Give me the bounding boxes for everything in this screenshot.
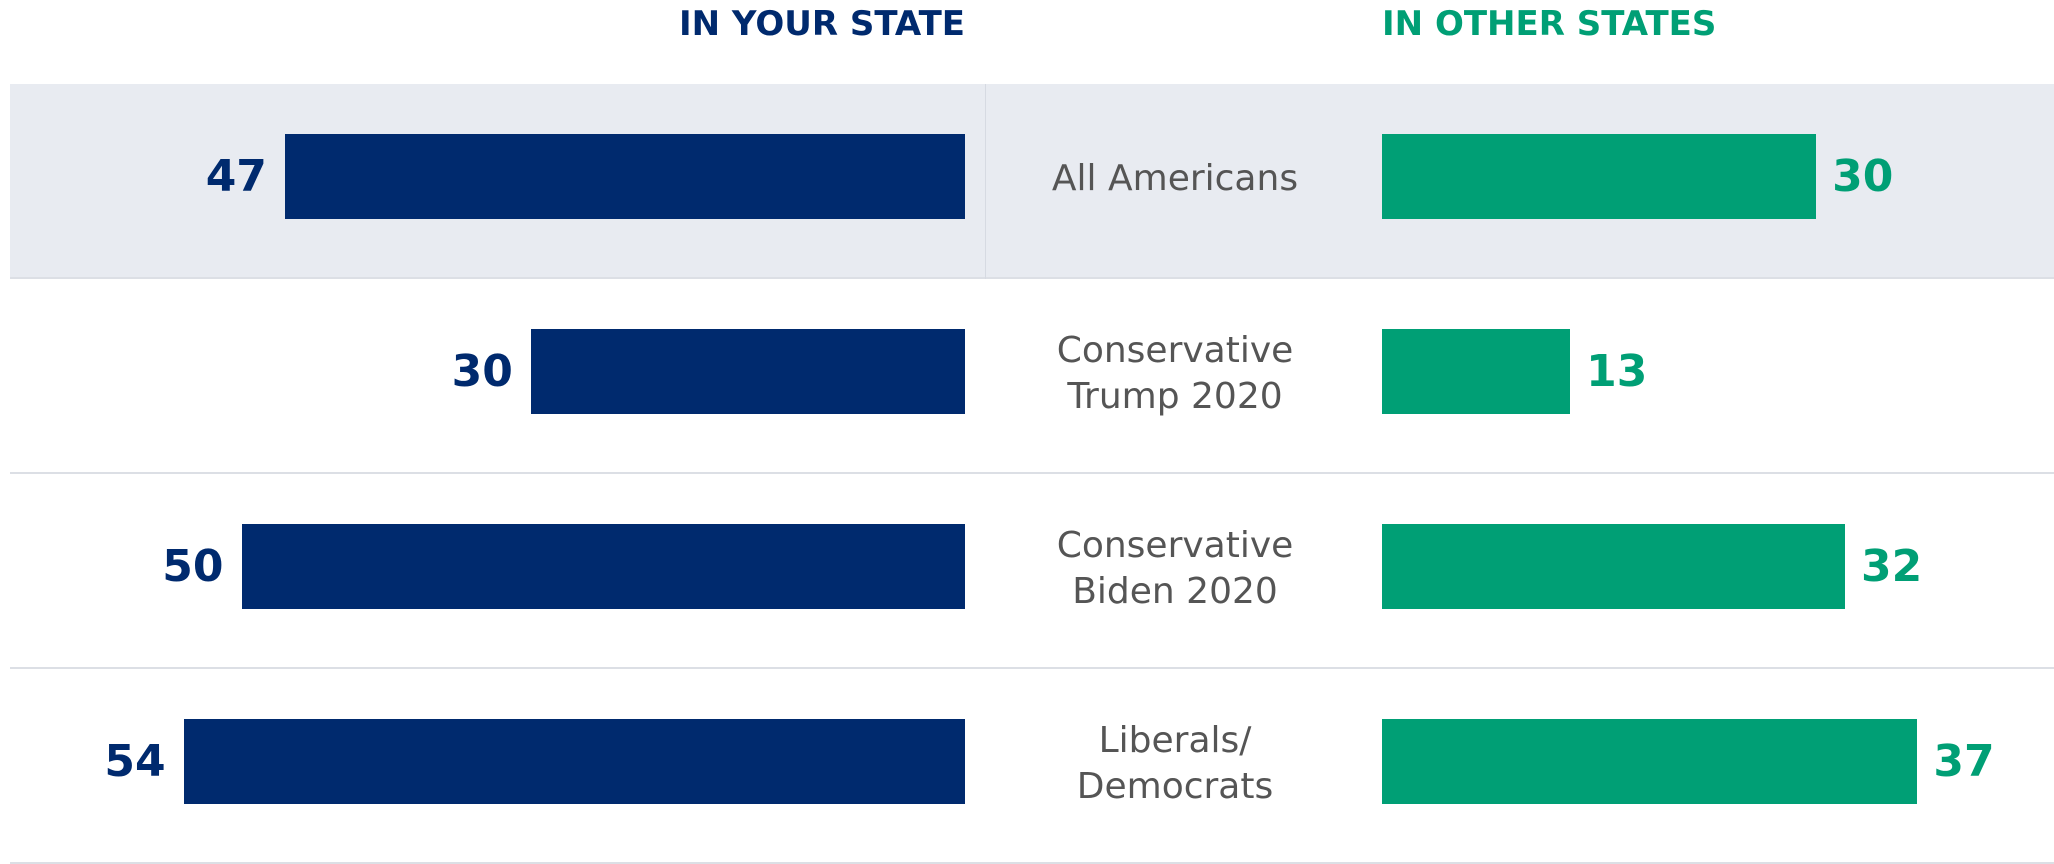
bar	[284, 134, 965, 219]
bar	[183, 719, 965, 804]
bar	[1382, 329, 1571, 414]
category-label: All Americans	[1051, 157, 1299, 199]
row-separator	[10, 279, 2054, 474]
value-label: 47	[205, 150, 267, 202]
bar	[530, 329, 965, 414]
value-label: 54	[104, 735, 166, 787]
divider	[985, 84, 986, 279]
category-label: Conservative Biden 2020	[1056, 524, 1294, 612]
value-label: 37	[1933, 735, 1995, 787]
bar	[1382, 524, 1846, 609]
series-header: IN YOUR STATE	[678, 4, 965, 44]
bar	[1382, 719, 1918, 804]
bar	[241, 524, 965, 609]
value-label: 13	[1586, 345, 1648, 397]
category-label: Liberals/ Democrats	[1076, 719, 1274, 807]
value-label: 32	[1861, 540, 1923, 592]
value-label: 30	[451, 345, 513, 397]
row-separator	[10, 474, 2054, 669]
value-label: 50	[162, 540, 224, 592]
category-label: Conservative Trump 2020	[1056, 329, 1294, 417]
series-header: IN OTHER STATES	[1382, 4, 1717, 44]
bar	[1382, 134, 1817, 219]
value-label: 30	[1832, 150, 1894, 202]
